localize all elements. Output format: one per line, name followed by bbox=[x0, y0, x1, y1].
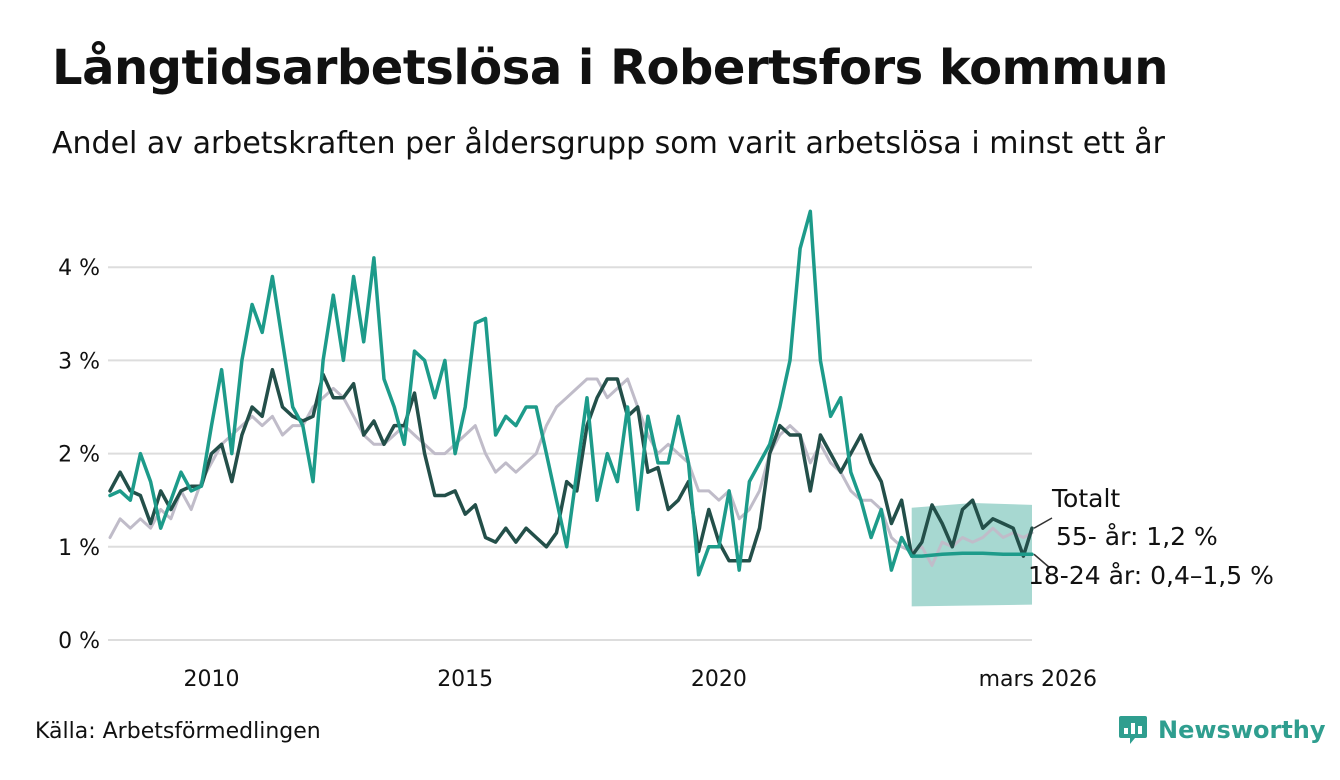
x-tick-label: 2010 bbox=[183, 667, 239, 692]
y-tick-label: 4 % bbox=[58, 256, 100, 281]
leader-line bbox=[1033, 553, 1051, 569]
y-tick-label: 0 % bbox=[58, 629, 100, 654]
series-label: 55- år: 1,2 % bbox=[1056, 522, 1218, 551]
y-tick-label: 1 % bbox=[58, 536, 100, 561]
brand: Newsworthy bbox=[1118, 712, 1326, 748]
source-note: Källa: Arbetsförmedlingen bbox=[35, 719, 321, 744]
leader-line bbox=[1033, 517, 1053, 529]
y-tick-label: 3 % bbox=[58, 349, 100, 374]
series-line-totalt bbox=[108, 377, 1034, 567]
y-tick-label: 2 % bbox=[58, 443, 100, 468]
newsworthy-logo-icon bbox=[1119, 716, 1147, 744]
series-label: Totalt bbox=[1051, 484, 1120, 513]
x-tick-label: 2015 bbox=[437, 667, 493, 692]
chart-title: Långtidsarbetslösa i Robertsfors kommun bbox=[52, 40, 1168, 96]
series-line-55 bbox=[108, 367, 1034, 563]
chart-subtitle: Andel av arbetskraften per åldersgrupp s… bbox=[52, 126, 1165, 161]
series-line-18-24 bbox=[108, 209, 1034, 577]
x-tick-label: mars 2026 bbox=[979, 667, 1097, 692]
brand-name: Newsworthy bbox=[1158, 716, 1326, 744]
series-label: 18-24 år: 0,4–1,5 % bbox=[1028, 561, 1274, 590]
x-tick-label: 2020 bbox=[691, 667, 747, 692]
